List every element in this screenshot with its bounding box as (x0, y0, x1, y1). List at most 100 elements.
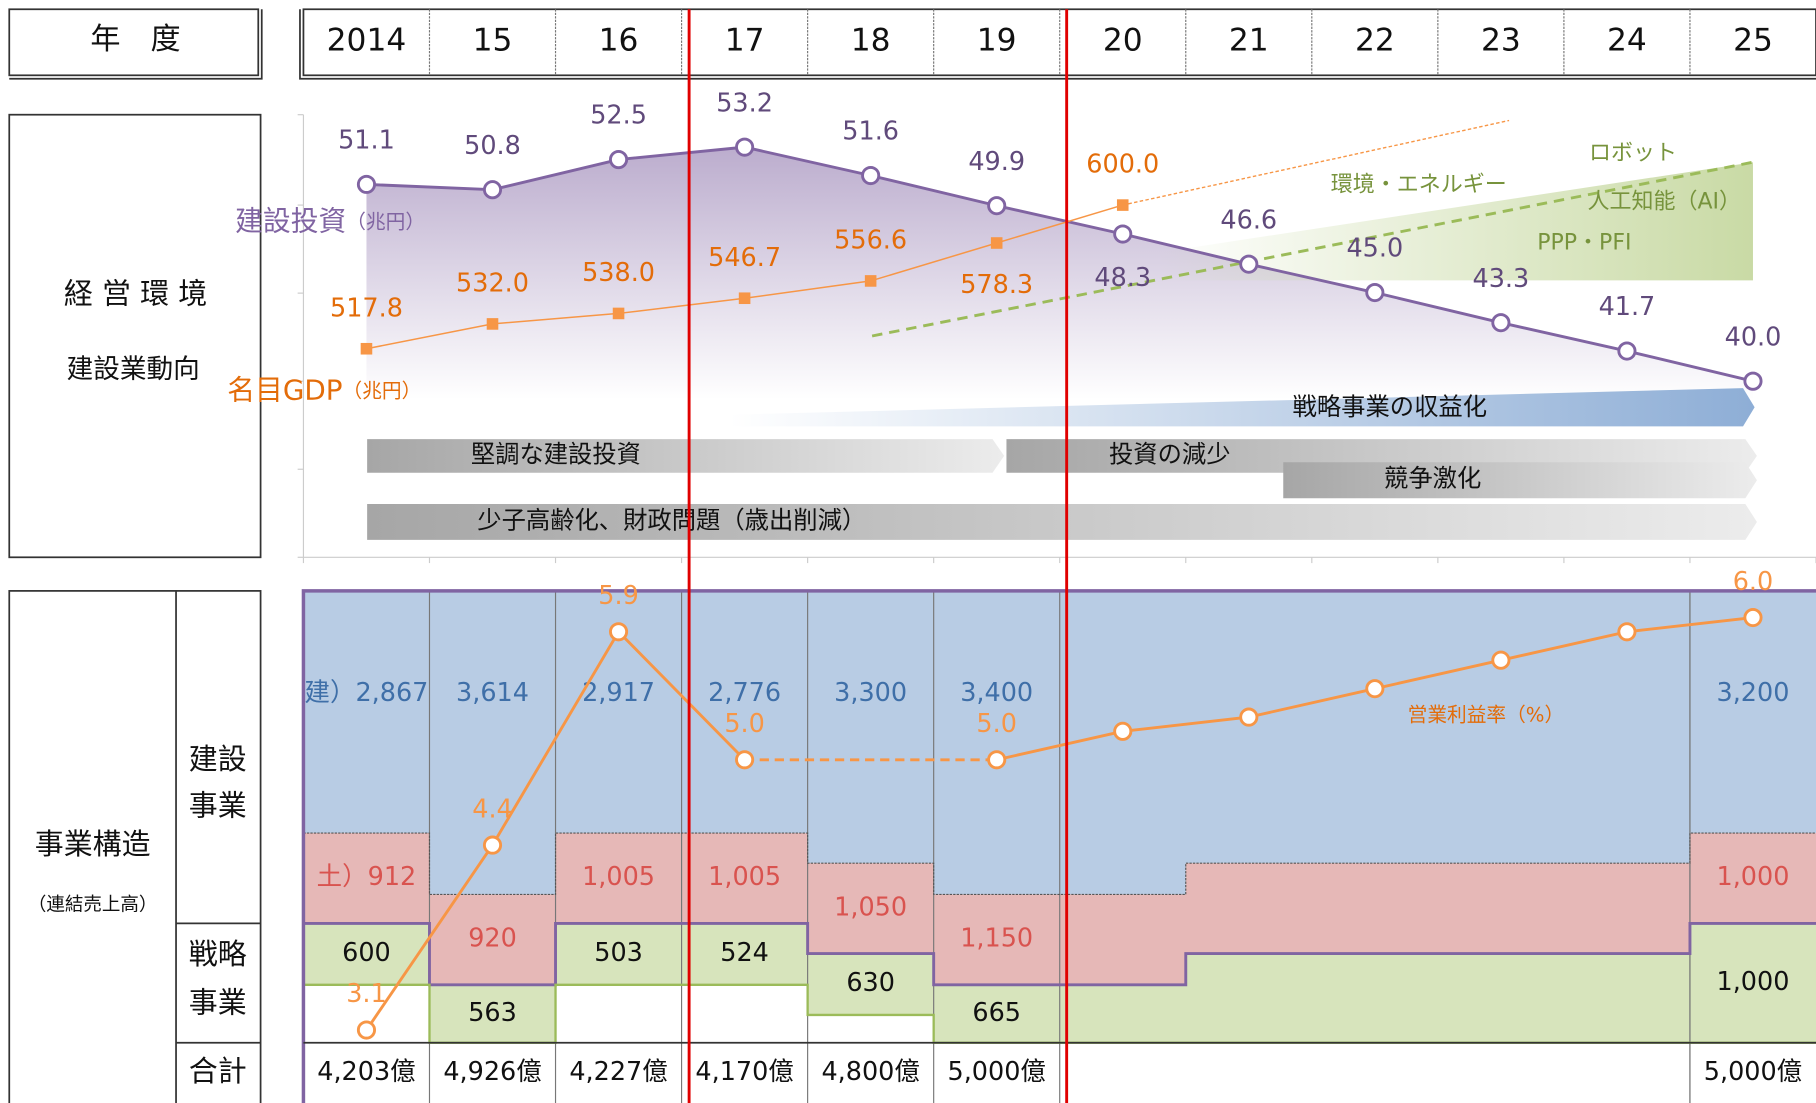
totals-value: 4,203億 (317, 1057, 415, 1087)
arrow-label: 競争激化 (1384, 464, 1481, 493)
civil-value-text: 912 (368, 862, 417, 892)
arrow-label: 戦略事業の収益化 (1293, 392, 1487, 421)
investment-value: 52.5 (590, 101, 647, 131)
building-segment (1437, 590, 1565, 864)
building-segment (303, 590, 431, 834)
gdp-value: 517.8 (330, 293, 403, 323)
investment-point (1491, 313, 1511, 333)
civil-value-text: 920 (468, 924, 517, 954)
strategic-value: 524 (720, 938, 769, 968)
strategic-value-text: 1,000 (1717, 967, 1790, 997)
civil-prefix: 土） (317, 862, 368, 892)
gdp-point (1116, 199, 1129, 211)
building-value-text: 3,400 (960, 678, 1033, 708)
gdp-point (864, 275, 877, 287)
structure-label-box (8, 590, 262, 1103)
investment-value: 46.6 (1220, 205, 1277, 235)
year-label: 24 (1607, 23, 1647, 59)
gdp-point (990, 237, 1003, 249)
investment-point (1365, 282, 1385, 303)
steady-arrow (367, 439, 1005, 473)
strategic-value: 600 (342, 938, 391, 968)
civil-segment (1689, 833, 1816, 924)
year-label: 18 (851, 23, 891, 59)
environment-label: 経 営 環 境 (64, 276, 207, 310)
margin-value: 5.0 (724, 709, 765, 739)
civil-segment (1059, 894, 1187, 985)
civil-value-text: 1,005 (708, 862, 781, 892)
investment-value: 51.6 (842, 117, 899, 147)
strategic-value: 503 (594, 938, 643, 968)
civil-value: 1,150 (960, 924, 1033, 954)
building-value-text: 3,614 (456, 678, 529, 708)
civil-segment (555, 833, 683, 924)
totals-value-text: 4,800億 (821, 1057, 919, 1087)
building-value-text: 3,200 (1717, 678, 1790, 708)
strategic-label: 事業 (189, 986, 247, 1020)
building-value-text: 2,776 (708, 678, 781, 708)
investment-name-text: 建設投資 (235, 204, 346, 237)
strategic-segment (1059, 984, 1187, 1043)
strategic-value: 665 (972, 998, 1021, 1028)
year-row-shadow (299, 9, 1816, 80)
margin-value: 5.0 (976, 709, 1017, 739)
margin-point (1113, 721, 1133, 741)
totals-value: 4,800億 (821, 1057, 919, 1087)
totals-value: 4,926億 (443, 1057, 541, 1087)
investment-value: 45.0 (1346, 234, 1403, 264)
civil-value-text: 1,150 (960, 924, 1033, 954)
environment-sublabel: 建設業動向 (67, 354, 200, 385)
strategic-segment (429, 984, 557, 1043)
margin-point (609, 622, 629, 642)
building-value-text: 3,300 (834, 678, 907, 708)
civil-value: 1,005 (582, 862, 655, 892)
header-label-shadow (9, 9, 263, 80)
structure-sublabel: （連結売上高） (28, 894, 158, 915)
margin-point (1365, 679, 1385, 699)
margin-value: 6.0 (1733, 567, 1774, 597)
growth-label: 環境・エネルギー (1331, 172, 1507, 197)
civil-segment (1563, 863, 1691, 954)
gdp-name-text: 名目GDP (227, 374, 342, 407)
totals-value-text: 4,170億 (695, 1057, 793, 1087)
civil-segment (1185, 863, 1313, 954)
gdp-point (612, 307, 625, 320)
construction-label: 建設 (189, 742, 247, 776)
totals-value: 5,000億 (1704, 1057, 1802, 1087)
totals-value: 4,170億 (695, 1057, 793, 1087)
civil-segment (807, 863, 935, 954)
totals-value-text: 5,000億 (1704, 1057, 1802, 1087)
year-label: 23 (1481, 23, 1521, 59)
investment-value: 41.7 (1599, 292, 1656, 322)
margin-point (356, 1020, 377, 1040)
civil-segment (681, 833, 809, 924)
margin-value: 5.9 (598, 581, 639, 611)
civil-value-text: 1,005 (582, 862, 655, 892)
margin-point (1491, 650, 1511, 670)
civil-value: 1,005 (708, 862, 781, 892)
investment-point (1617, 341, 1637, 361)
building-value-text: 2,867 (355, 678, 428, 708)
year-label: 19 (977, 23, 1017, 59)
margin-point (735, 750, 755, 770)
strategic-segment (303, 923, 431, 985)
total-label: 合計 (189, 1054, 247, 1088)
investment-area (366, 147, 1753, 400)
investment-point (482, 180, 503, 200)
gdp-value: 532.0 (456, 269, 529, 299)
strategic-arrow (729, 388, 1755, 427)
building-boundary (303, 832, 1816, 896)
margin-point (1239, 707, 1259, 727)
civil-value: 920 (468, 924, 517, 954)
year-label: 22 (1355, 23, 1395, 59)
growth-trend (871, 160, 1754, 338)
investment-value: 40.0 (1725, 322, 1782, 352)
strategic-value-text: 630 (846, 968, 895, 998)
year-label: 25 (1733, 23, 1773, 59)
building-value: 3,614 (456, 678, 529, 708)
gdp-point (486, 318, 499, 330)
civil-value: 1,050 (834, 892, 907, 922)
building-segment (807, 590, 935, 864)
